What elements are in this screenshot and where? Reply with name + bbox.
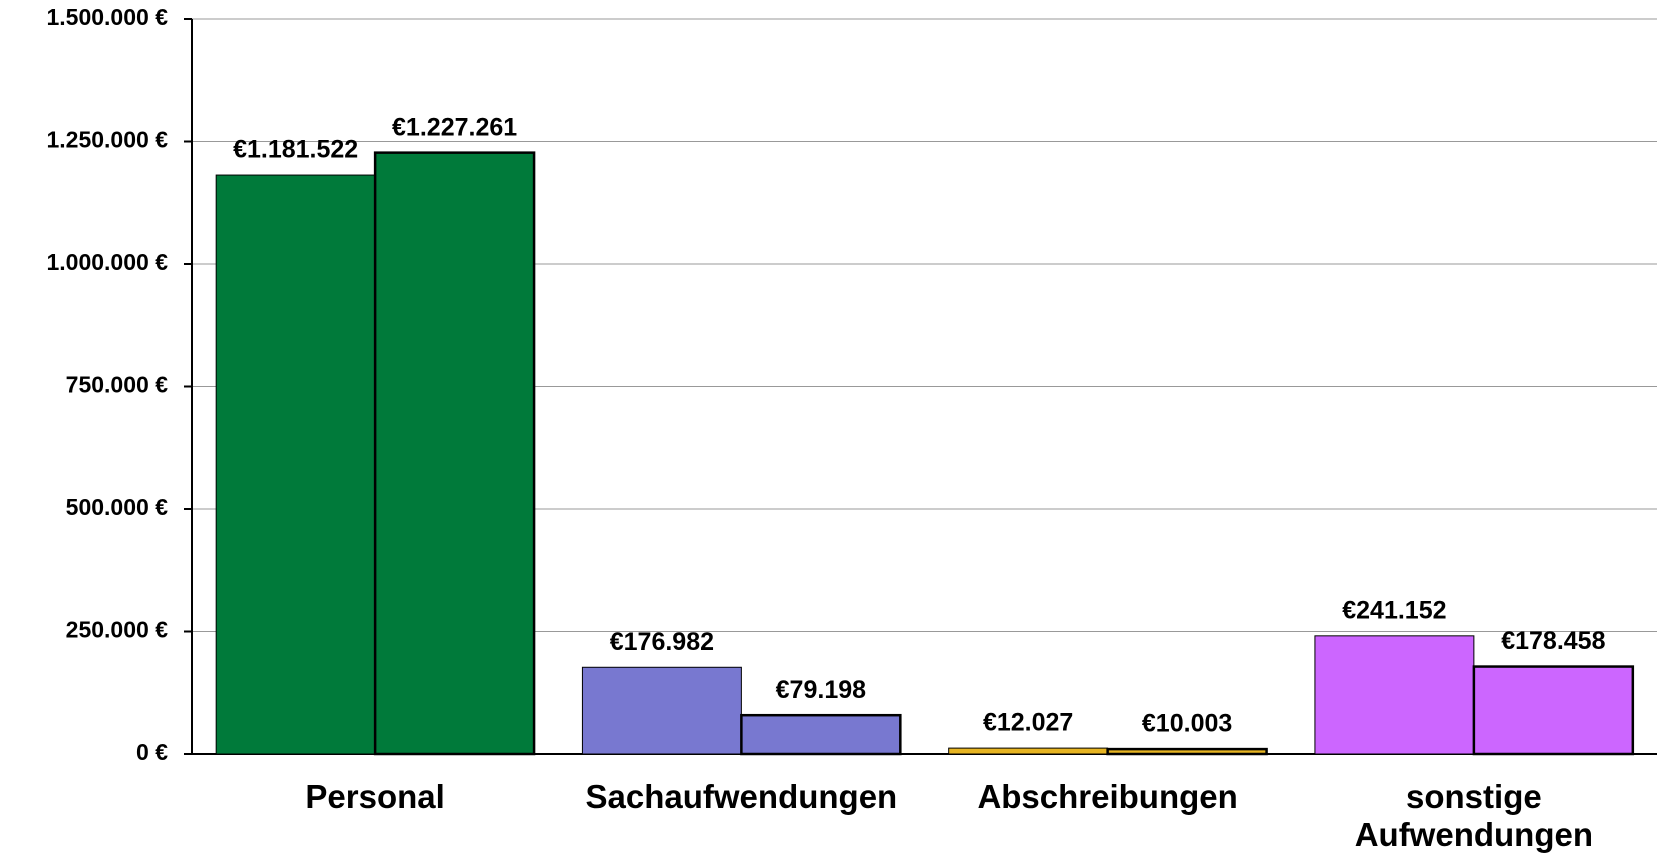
y-tick-label: 500.000 € (66, 494, 169, 520)
data-label: €1.181.522 (233, 136, 358, 164)
y-tick-label: 1.250.000 € (46, 127, 168, 153)
bar (1106, 747, 1268, 756)
bar (948, 747, 1109, 755)
data-label: €12.027 (983, 709, 1073, 737)
bar (215, 174, 376, 755)
x-tick-label: Personal (305, 778, 445, 815)
data-label: €176.982 (610, 628, 714, 656)
y-tick-label: 250.000 € (66, 617, 169, 643)
bar (1472, 665, 1635, 756)
bar (373, 151, 536, 756)
data-label: €1.227.261 (392, 113, 517, 141)
y-tick-label: 1.000.000 € (46, 249, 168, 275)
data-label: €10.003 (1142, 710, 1232, 738)
y-tick-label: 0 € (136, 739, 168, 765)
bar (1314, 635, 1475, 755)
data-label: €178.458 (1501, 627, 1605, 655)
x-tick-label: Abschreibungen (977, 778, 1238, 815)
y-tick-label: 750.000 € (66, 372, 169, 398)
bar (740, 713, 902, 756)
bar (581, 666, 742, 755)
x-tick-label: Sachaufwendungen (585, 778, 898, 815)
data-label: €79.198 (776, 676, 866, 704)
data-label: €241.152 (1342, 596, 1446, 624)
y-tick-label: 1.500.000 € (46, 4, 168, 30)
x-tick-label: sonstige Aufwendungen (1354, 778, 1594, 853)
